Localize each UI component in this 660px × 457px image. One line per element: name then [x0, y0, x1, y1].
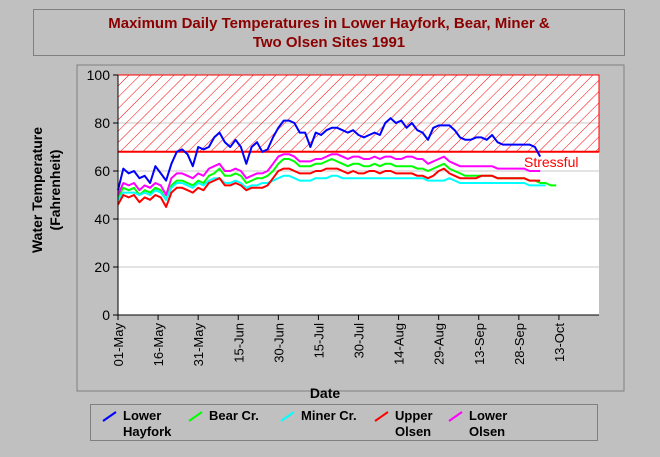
legend-swatch-bear-cr: [188, 411, 203, 422]
x-tick-label: 29-Aug: [432, 323, 447, 365]
series-line-miner-cr: [117, 174, 546, 201]
legend-label-lower-olsen-1: Lower: [469, 408, 508, 423]
legend-label-upper-olsen-2: Olsen: [395, 424, 432, 439]
legend-swatch-lower-hayfork: [102, 411, 117, 422]
x-tick-label: 15-Jun: [231, 323, 246, 363]
x-tick-label: 31-May: [191, 323, 206, 367]
x-tick-label: 16-May: [151, 323, 166, 367]
x-tick-label: 30-Jul: [352, 323, 367, 359]
x-ticks: 01-May 16-May 31-May 15-Jun 30-Jun 15-Jul 30-J…: [111, 315, 567, 366]
series-line-lower-hayfork: [117, 117, 542, 191]
x-tick-label: 30-Jun: [271, 323, 286, 363]
legend-swatch-miner-cr: [280, 411, 295, 422]
legend-label-lower-hayfork-2: Hayfork: [123, 424, 172, 439]
y-axis-label-line-1: Water Temperature: [29, 127, 45, 253]
series-line-upper-olsen: [117, 167, 541, 208]
x-axis-label: Date: [310, 385, 341, 401]
plot-frame: [76, 64, 625, 392]
y-tick-label: 100: [87, 67, 111, 83]
x-tick-label: 15-Jul: [311, 323, 326, 359]
y-tick-label: 40: [94, 211, 110, 227]
y-tick-label: 60: [94, 163, 110, 179]
legend-label-miner-cr: Miner Cr.: [301, 408, 357, 423]
series-lines: [117, 117, 557, 208]
series-line-lower-olsen: [117, 153, 541, 196]
y-ticks: 0 20 40 60 80 100: [87, 67, 118, 323]
legend-label-lower-hayfork-1: Lower: [123, 408, 162, 423]
x-tick-label: 28-Sep: [512, 323, 527, 365]
y-axis-label: Water Temperature (Fahrenheit): [29, 127, 63, 253]
chart-title-line-1: Maximum Daily Temperatures in Lower Hayf…: [108, 15, 550, 32]
legend-label-lower-olsen-2: Olsen: [469, 424, 506, 439]
y-axis-label-line-2: (Fahrenheit): [47, 150, 63, 231]
x-tick-label: 01-May: [111, 323, 126, 367]
legend-swatch-lower-olsen: [448, 411, 463, 422]
legend-label-bear-cr: Bear Cr.: [209, 408, 259, 423]
chart-title-line-2: Two Olsen Sites 1991: [252, 34, 406, 51]
chart-title-box: Maximum Daily Temperatures in Lower Hayf…: [33, 9, 625, 56]
stress-threshold-label: Stressful: [524, 154, 578, 170]
legend-swatch-upper-olsen: [374, 411, 389, 422]
y-tick-label: 0: [102, 307, 110, 323]
y-tick-label: 80: [94, 115, 110, 131]
stress-band: [117, 74, 600, 153]
x-tick-label: 14-Aug: [392, 323, 407, 365]
x-tick-label: 13-Oct: [552, 323, 567, 362]
legend-label-upper-olsen-1: Upper: [395, 408, 433, 423]
x-tick-label: 13-Sep: [472, 323, 487, 365]
y-tick-label: 20: [94, 259, 110, 275]
legend: Lower Hayfork Bear Cr. Miner Cr. Upper Ols…: [90, 404, 598, 441]
